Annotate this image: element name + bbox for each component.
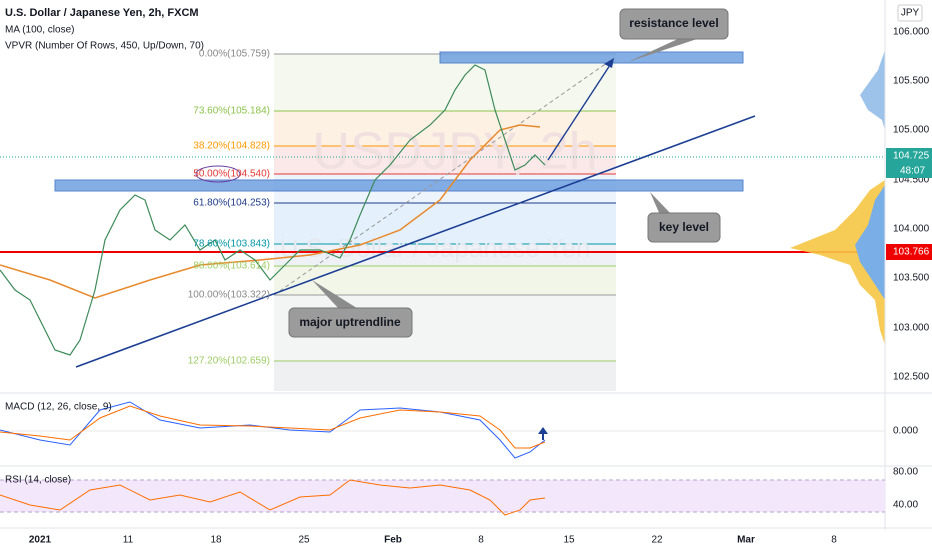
currency: JPY (901, 8, 920, 19)
price-label: 105.500 (893, 76, 930, 87)
fib-diagonal (273, 57, 615, 296)
uptrendline (75, 115, 756, 368)
highlight-ellipse (195, 165, 241, 183)
fib-region (274, 53, 616, 391)
price-series (0, 64, 546, 356)
arrow-head (604, 58, 614, 68)
fib-label: 38.20%(104.828) (193, 141, 270, 152)
time-label: Feb (384, 535, 402, 546)
callout-text: major uptrendline (299, 315, 401, 329)
volume-profile (790, 50, 885, 345)
rsi-level: 40.00 (893, 500, 918, 511)
price-label: 103.000 (893, 323, 930, 334)
indicator-label: VPVR (Number Of Rows, 450, Up/Down, 70) (5, 41, 204, 52)
fib-label: 61.80%(104.253) (193, 198, 270, 209)
callout-text: key level (659, 220, 709, 234)
countdown: 48:07 (900, 166, 925, 177)
arrow (547, 61, 613, 161)
fib-label: 50.00%(104.540) (193, 169, 270, 180)
price-label: 105.000 (893, 125, 930, 136)
symbol-title: U.S. Dollar / Japanese Yen, 2h, FXCM (5, 7, 199, 19)
macd-panel: MACD (12, 26, close, 9) 0.000 (0, 392, 932, 459)
time-label: 25 (298, 535, 310, 546)
fib-label: 73.60%(105.184) (193, 106, 270, 117)
time-label: 11 (123, 535, 134, 546)
fib-label: 78.60%(103.843) (193, 239, 270, 250)
watermark-symbol: USDJPY, 2h (312, 123, 597, 181)
time-label: 22 (651, 535, 663, 546)
price-label: 104.500 (893, 175, 930, 186)
macd-zero: 0.000 (893, 426, 918, 437)
fib-label: 127.20%(102.659) (188, 356, 270, 367)
fib-label: 0.00%(105.759) (199, 49, 270, 60)
time-label: Mar (737, 535, 755, 546)
indicator-label: MA (100, close) (5, 25, 74, 36)
time-label: 15 (563, 535, 575, 546)
line-price: 103.766 (893, 247, 930, 258)
callouts: resistance level key level major uptrend… (288, 8, 729, 338)
time-label: 2021 (29, 535, 52, 546)
time-label: 8 (831, 535, 837, 546)
rsi-level: 80.00 (893, 467, 918, 478)
currency-button[interactable] (897, 4, 923, 22)
moving-average (0, 124, 541, 299)
callout-text: resistance level (629, 16, 718, 30)
price-axis: JPY 106.000 105.500 105.000 104.500 104.… (884, 0, 932, 530)
current-price: 104.725 (893, 151, 930, 162)
price-label: 106.000 (893, 27, 930, 38)
watermark-name: U.S. Dollar / Japanese Yen (280, 233, 591, 263)
time-axis: 2021 11 18 25 Feb 8 15 22 Mar 8 (0, 527, 932, 546)
resistance-zone (439, 51, 744, 64)
rsi-label: RSI (14, close) (5, 475, 71, 486)
price-label: 103.500 (893, 273, 930, 284)
price-label: 102.500 (893, 372, 930, 383)
time-label: 18 (210, 535, 222, 546)
fib-label: 100.00%(103.322) (188, 290, 270, 301)
macd-label: MACD (12, 26, close, 9) (5, 402, 112, 413)
fib-labels: 0.00%(105.759) 73.60%(105.184) 38.20%(10… (188, 49, 270, 367)
key-level-zone (54, 179, 744, 192)
fib-label: 88.00%(103.614) (193, 261, 270, 272)
time-label: 8 (478, 535, 484, 546)
rsi-panel: RSI (14, close) 80.00 40.00 (0, 465, 932, 516)
price-label: 104.000 (893, 224, 930, 235)
